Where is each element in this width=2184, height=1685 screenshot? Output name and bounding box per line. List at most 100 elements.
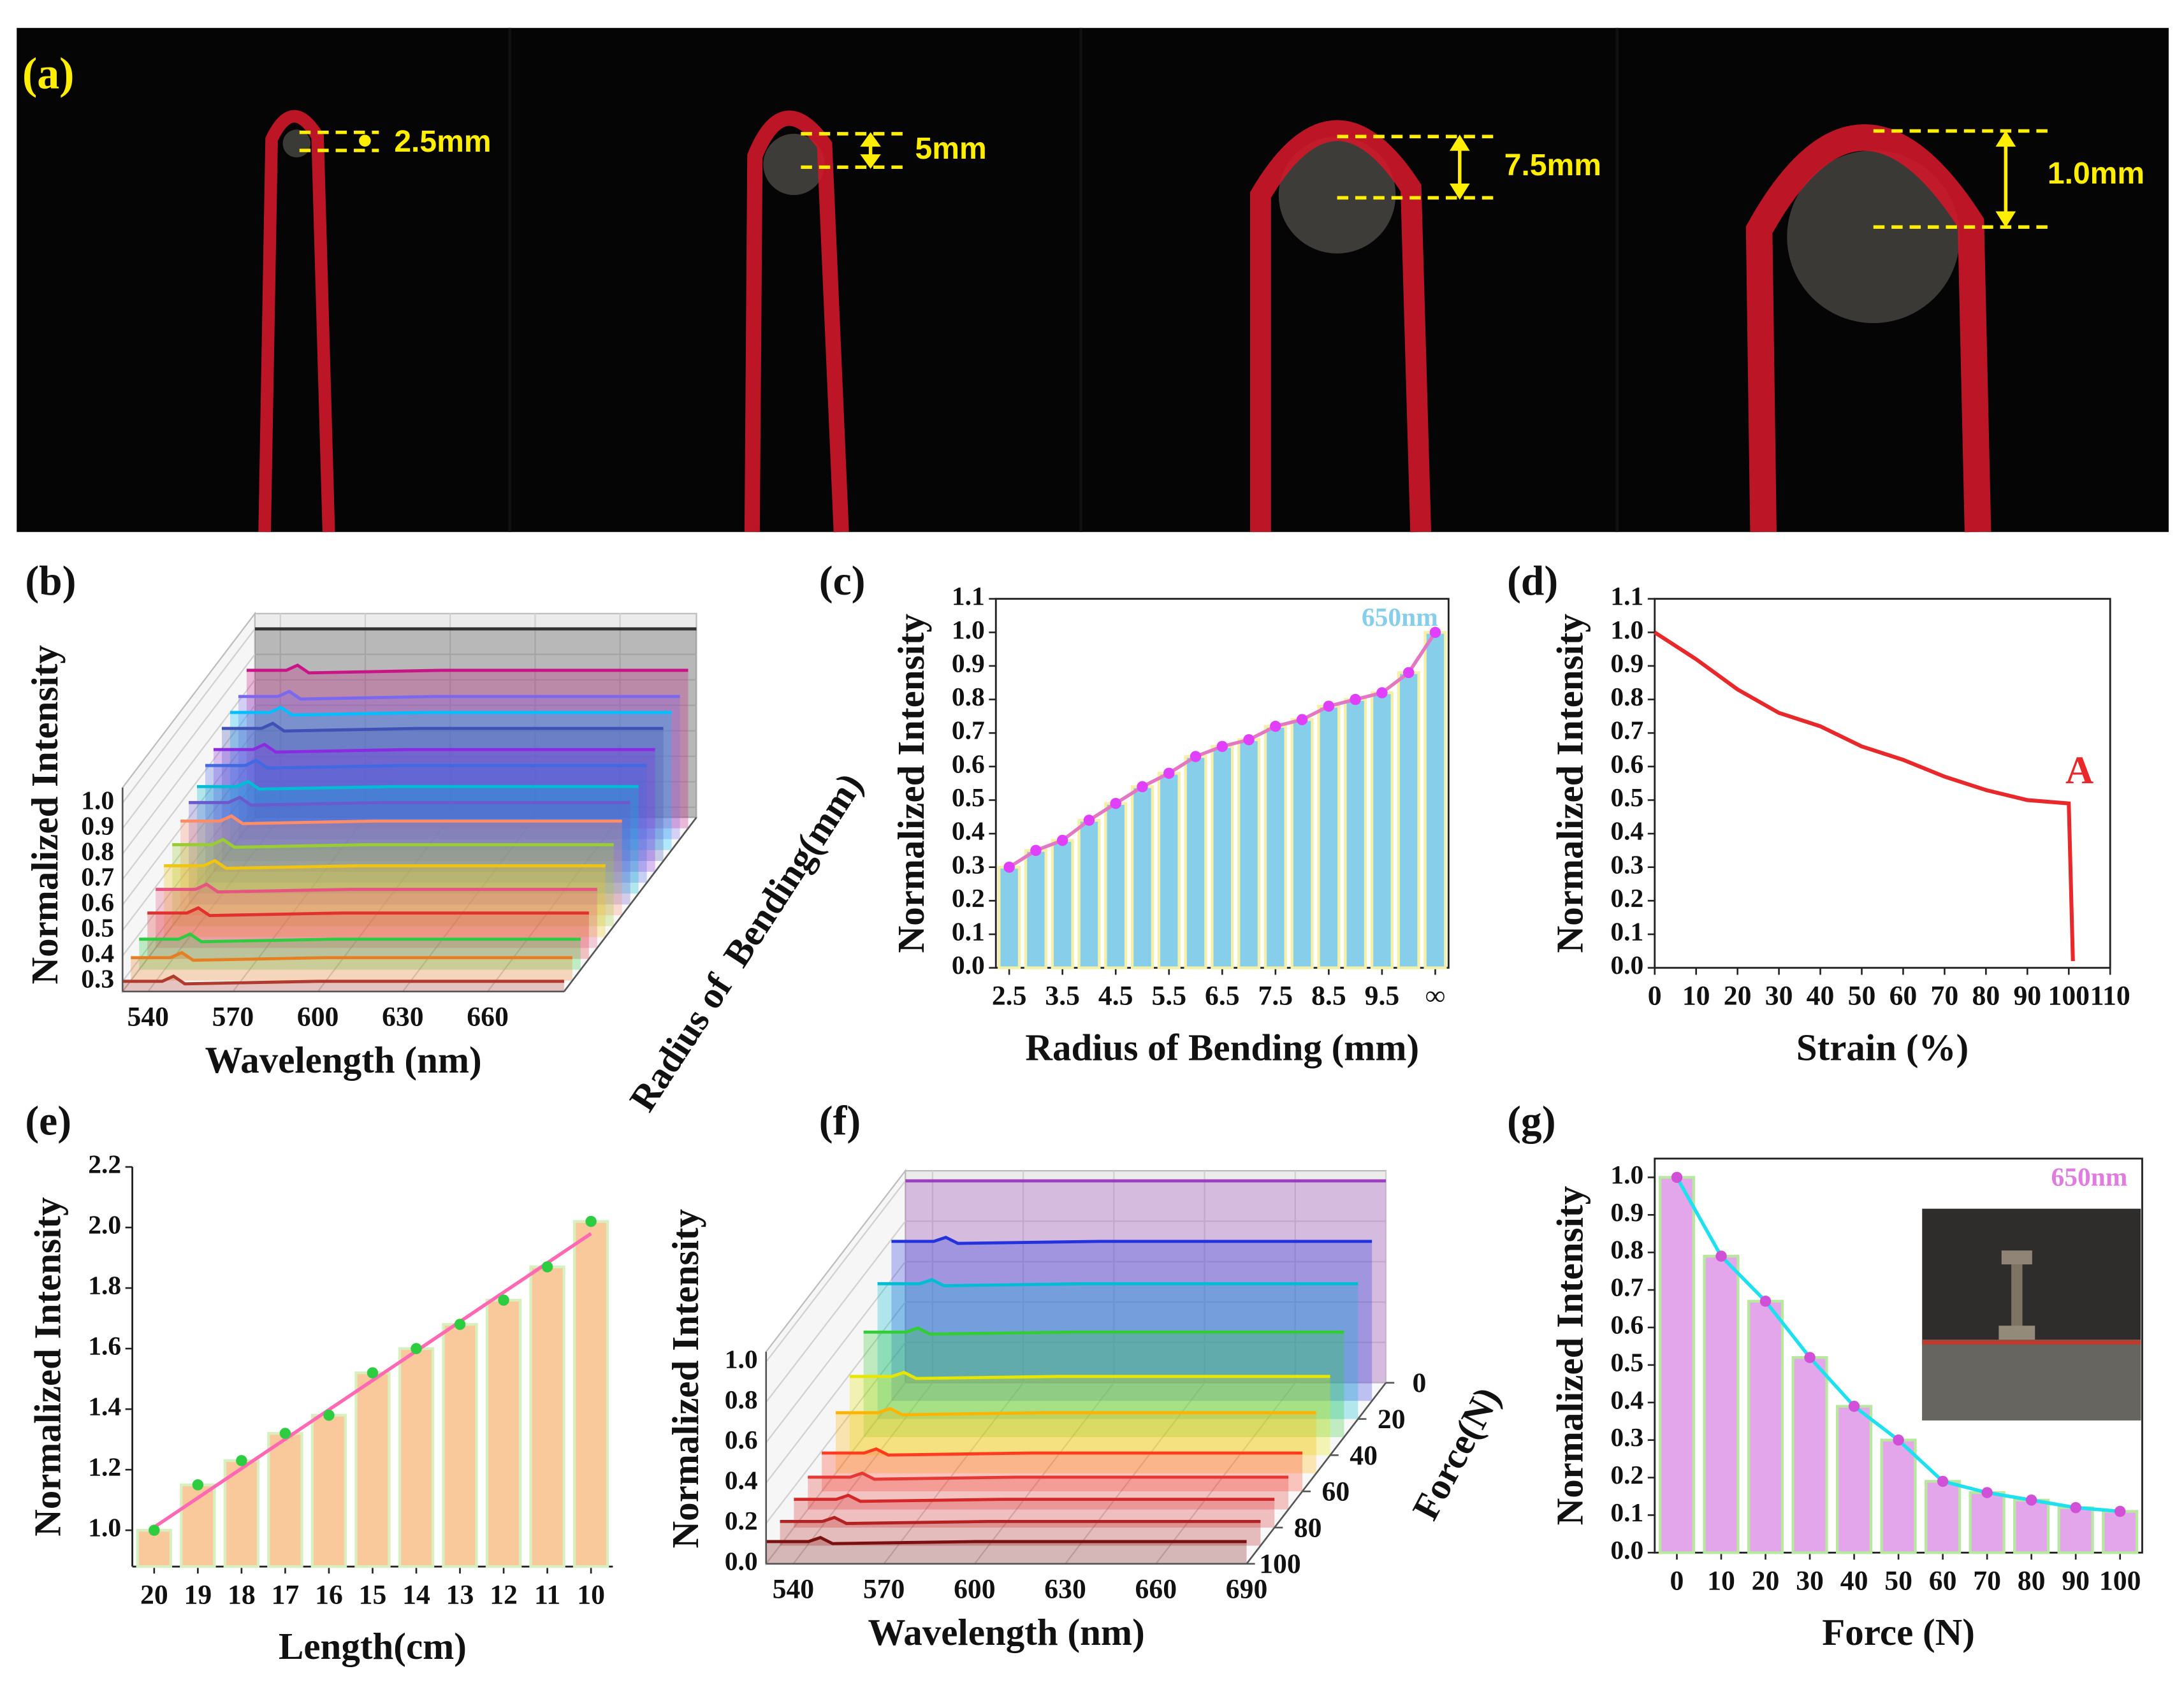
- marker: [2114, 1505, 2126, 1517]
- chart-bar: (g) 0.0 0.1 0.2 0.3 0.4 0.5 0.6 0.7 0.8 0.9 1.0 Forc…: [1507, 1099, 2143, 1653]
- panel-label: (c): [819, 558, 866, 604]
- series-fill: [780, 1517, 1261, 1546]
- data-line: [1654, 630, 2075, 962]
- marker: [279, 1428, 291, 1439]
- x-tick-label: 20: [1752, 1565, 1780, 1596]
- y-tick-label: 0.2: [1610, 1460, 1643, 1489]
- x-tick-label: 100: [2048, 981, 2090, 1011]
- y-tick-label: 0.8: [725, 1385, 758, 1414]
- bar: [398, 1347, 435, 1568]
- bar: [267, 1431, 303, 1568]
- x-tick-label: 110: [2090, 981, 2130, 1011]
- y-tick-label: 0.8: [952, 682, 985, 711]
- bar: [485, 1298, 522, 1568]
- spectrum-line: [780, 1515, 1261, 1525]
- y-tick-label: 0.7: [952, 716, 985, 745]
- x-tick-label: 18: [228, 1579, 256, 1610]
- bar: [1397, 671, 1420, 969]
- grid-line: [122, 730, 697, 906]
- x-tick-label: 40: [1840, 1565, 1868, 1596]
- x-tick-label: 50: [1848, 981, 1876, 1011]
- x-tick-label: 0: [1648, 981, 1662, 1011]
- marker: [2025, 1494, 2037, 1506]
- marker: [1759, 1296, 1772, 1307]
- marker: [323, 1409, 335, 1421]
- marker: [367, 1367, 379, 1378]
- spectrum-line: [808, 1471, 1289, 1481]
- y-tick-label: 0.1: [1610, 1498, 1643, 1527]
- x-tick-label: 17: [272, 1579, 300, 1610]
- depth-tick-label: 80: [1294, 1512, 1322, 1543]
- x-tick-label: 80: [2018, 1565, 2046, 1596]
- marker: [1190, 751, 1202, 762]
- x-tick-label: 6.5: [1205, 981, 1240, 1011]
- x-axis-title: Wavelength (nm): [205, 1039, 481, 1081]
- marker: [1715, 1250, 1727, 1262]
- x-axis-title: Radius of Bending (mm): [1025, 1026, 1419, 1068]
- bar: [572, 1220, 609, 1568]
- bar: [1263, 725, 1287, 969]
- inset-table: [1922, 1340, 2141, 1421]
- series-fill: [891, 1237, 1372, 1401]
- grid-line: [765, 1220, 1387, 1403]
- y-tick-label: 2.0: [88, 1210, 121, 1240]
- bar: [1237, 738, 1261, 969]
- y-tick-label: 0.2: [1610, 883, 1643, 913]
- depth-axis-title: Force(N): [1404, 1380, 1508, 1527]
- depth-tick-label: 100: [1259, 1549, 1301, 1579]
- chart-bar: (e) 1.0 1.2 1.4 1.6 1.8 2.0 2.2 Length(cm) Normal…: [25, 1099, 613, 1667]
- grid-line: [122, 704, 697, 880]
- bar: [1658, 1176, 1696, 1554]
- panel-label: (g): [1507, 1099, 1555, 1145]
- photo-a: (a) 2.5mm 5mm 7.5mm 1.0mm: [17, 27, 2169, 533]
- marker: [1350, 693, 1361, 705]
- series-fill: [156, 884, 597, 948]
- x-tick-label: 9.5: [1365, 981, 1400, 1011]
- series-fill: [189, 797, 630, 905]
- bar: [1747, 1299, 1784, 1554]
- y-tick-label: 0.0: [725, 1546, 758, 1575]
- grid-line: [402, 817, 536, 992]
- photo-divider: [1615, 27, 1619, 532]
- dimension-label: 2.5mm: [394, 124, 491, 159]
- x-tick-label: 10: [1707, 1565, 1735, 1596]
- series-fill: [139, 934, 581, 970]
- y-tick-label: 1.1: [1610, 581, 1643, 611]
- y-tick-label: 0.2: [952, 883, 985, 913]
- y-tick-label: 0.1: [952, 917, 985, 946]
- spectrum-line: [180, 814, 622, 825]
- marker: [1216, 741, 1228, 752]
- x-tick-label: 90: [2062, 1565, 2090, 1596]
- x-tick-label: ∞: [1425, 981, 1445, 1011]
- photo-divider: [1079, 27, 1082, 532]
- spectrum-line: [213, 742, 655, 754]
- y-tick-label: 0.9: [1610, 648, 1643, 677]
- bar: [354, 1371, 391, 1568]
- x-tick-label: 4.5: [1098, 981, 1133, 1011]
- grid-line: [122, 781, 697, 957]
- y-axis-title: Normalized Intensity: [664, 1209, 706, 1548]
- bar: [1024, 849, 1047, 969]
- marker: [454, 1319, 466, 1330]
- bar: [2013, 1498, 2050, 1554]
- grid-line: [765, 1261, 1387, 1443]
- series-fill: [877, 1279, 1358, 1419]
- series-fill: [221, 723, 664, 861]
- y-tick-label: 0.8: [1610, 1235, 1643, 1264]
- bar: [2102, 1510, 2139, 1554]
- x-tick-label: 12: [490, 1579, 518, 1610]
- marker: [236, 1455, 247, 1466]
- series-fill: [254, 628, 697, 818]
- bar: [1703, 1254, 1740, 1554]
- spectrum-line: [147, 906, 589, 918]
- series-fill: [229, 707, 672, 850]
- marker: [1429, 626, 1441, 639]
- x-tick-label: 50: [1884, 1565, 1912, 1596]
- x-tick-label: 7.5: [1258, 981, 1293, 1011]
- y-tick-label: 0.8: [1610, 682, 1643, 711]
- x-tick-label: 600: [954, 1574, 996, 1605]
- marker: [1893, 1434, 1904, 1446]
- x-tick-label: 100: [2099, 1565, 2141, 1596]
- spectrum-line: [238, 690, 680, 701]
- bar: [442, 1322, 478, 1568]
